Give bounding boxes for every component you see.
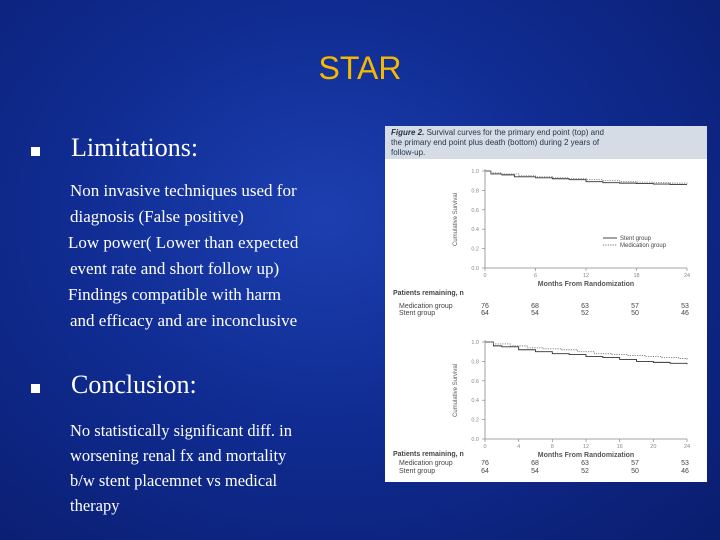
at-risk-value: 54 <box>531 310 539 317</box>
conclusion-line: worsening renal fx and mortality <box>70 446 287 465</box>
at-risk-group-label: Stent group <box>399 468 435 475</box>
bullet-square-limitations <box>31 147 40 156</box>
at-risk-value: 57 <box>631 460 639 467</box>
x-tick-label: 4 <box>517 444 520 450</box>
limitations-line: Low power( Lower than expected <box>68 233 299 252</box>
x-tick-label: 12 <box>583 273 589 279</box>
at-risk-value: 68 <box>531 460 539 467</box>
x-tick-label: 16 <box>617 444 623 450</box>
y-tick-label: 1.0 <box>471 340 479 346</box>
series-line <box>485 341 688 360</box>
at-risk-value: 54 <box>531 468 539 475</box>
at-risk-value: 64 <box>481 310 489 317</box>
at-risk-value: 52 <box>581 468 589 475</box>
at-risk-value: 76 <box>481 303 489 310</box>
x-tick-label: 20 <box>650 444 656 450</box>
y-tick-label: 0.2 <box>471 418 479 424</box>
at-risk-value: 46 <box>681 468 689 475</box>
x-tick-label: 12 <box>583 444 589 450</box>
at-risk-value: 63 <box>581 460 589 467</box>
y-axis-label: Cumulative Survival <box>453 364 459 417</box>
figure-caption: Figure 2. Survival curves for the primar… <box>385 126 707 159</box>
survival-curves-svg: 0.0 0.2 0.4 0.6 0.8 1.0 0 6 12 18 24 Cumulative Sur… <box>393 169 690 475</box>
series-line <box>485 341 688 365</box>
limitations-line: diagnosis (False positive) <box>70 207 244 226</box>
at-risk-value: 63 <box>581 303 589 310</box>
at-risk-value: 57 <box>631 303 639 310</box>
series-line <box>485 170 687 186</box>
conclusion-heading: Conclusion: <box>71 370 197 399</box>
at-risk-value: 53 <box>681 303 689 310</box>
x-tick-label: 8 <box>551 444 554 450</box>
caption-line: the primary end point plus death (bottom… <box>391 138 600 147</box>
at-risk-value: 46 <box>681 310 689 317</box>
x-tick-label: 0 <box>483 444 486 450</box>
slide-title: STAR <box>318 50 402 86</box>
at-risk-value: 68 <box>531 303 539 310</box>
caption-text: Survival curves for the primary end poin… <box>426 128 604 137</box>
x-tick-label: 24 <box>684 273 690 279</box>
x-tick-label: 6 <box>534 273 537 279</box>
limitations-line: event rate and short follow up) <box>70 259 280 278</box>
at-risk-heading: Patients remaining, n <box>393 451 464 458</box>
bullet-square-conclusion <box>31 384 40 393</box>
conclusion-line: therapy <box>70 496 120 515</box>
y-tick-label: 0.8 <box>471 359 479 365</box>
x-axis-label: Months From Randomization <box>538 281 634 288</box>
at-risk-heading: Patients remaining, n <box>393 290 464 297</box>
y-tick-label: 0.0 <box>471 266 479 272</box>
y-tick-label: 0.6 <box>471 379 479 385</box>
limitations-line: and efficacy and are inconclusive <box>70 311 298 330</box>
caption-line: follow-up. <box>391 148 426 157</box>
y-tick-label: 1.0 <box>471 169 479 175</box>
y-axis-label: Cumulative Survival <box>453 193 459 246</box>
at-risk-group-label: Stent group <box>399 310 435 317</box>
caption-line: Figure 2. Survival curves for the primar… <box>391 128 703 138</box>
x-tick-label: 18 <box>633 273 639 279</box>
at-risk-group-label: Medication group <box>399 460 453 467</box>
x-axis-label: Months From Randomization <box>538 452 634 459</box>
y-tick-label: 0.8 <box>471 188 479 194</box>
y-tick-label: 0.2 <box>471 247 479 253</box>
figure-label: Figure 2. <box>391 128 425 137</box>
x-tick-label: 0 <box>483 273 486 279</box>
conclusion-text: No statistically significant diff. in wo… <box>70 418 292 518</box>
series-line <box>485 170 688 184</box>
at-risk-value: 50 <box>631 310 639 317</box>
at-risk-value: 52 <box>581 310 589 317</box>
x-tick-label: 24 <box>684 444 690 450</box>
y-tick-label: 0.4 <box>471 227 479 233</box>
survival-figure: Figure 2. Survival curves for the primar… <box>385 126 707 482</box>
limitations-text: Non invasive techniques used for diagnos… <box>68 178 298 334</box>
y-tick-label: 0.0 <box>471 437 479 443</box>
legend-label: Medication group <box>620 243 667 249</box>
at-risk-value: 53 <box>681 460 689 467</box>
y-tick-label: 0.4 <box>471 398 479 404</box>
limitations-heading: Limitations: <box>71 133 199 162</box>
limitations-line: Findings compatible with harm <box>68 285 281 304</box>
at-risk-value: 50 <box>631 468 639 475</box>
conclusion-line: b/w stent placemnet vs medical <box>70 471 278 490</box>
at-risk-group-label: Medication group <box>399 303 453 310</box>
y-tick-label: 0.6 <box>471 208 479 214</box>
limitations-line: Non invasive techniques used for <box>70 181 297 200</box>
legend-label: Stent group <box>620 236 652 242</box>
at-risk-value: 76 <box>481 460 489 467</box>
at-risk-value: 64 <box>481 468 489 475</box>
conclusion-line: No statistically significant diff. in <box>70 421 292 440</box>
